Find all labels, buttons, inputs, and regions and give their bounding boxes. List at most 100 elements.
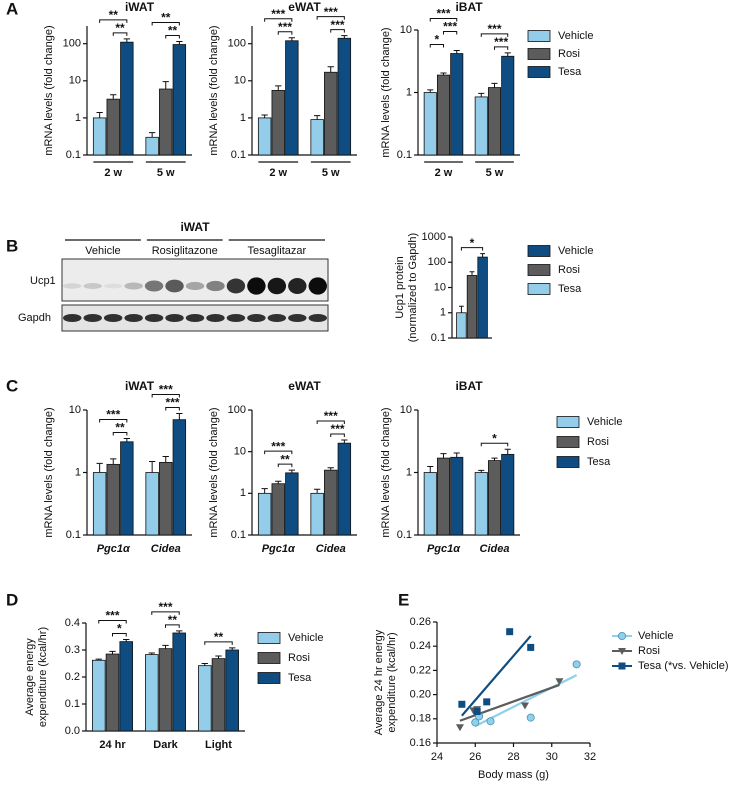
error-bar bbox=[229, 647, 236, 650]
bar bbox=[172, 419, 187, 536]
blot-row-label: Gapdh bbox=[18, 312, 51, 324]
point bbox=[555, 678, 564, 686]
error-bar bbox=[341, 35, 348, 39]
significance-label: *** bbox=[494, 35, 508, 49]
bar bbox=[172, 632, 186, 732]
bar bbox=[423, 92, 437, 156]
blot-title: iWAT bbox=[180, 220, 210, 234]
bar bbox=[158, 648, 173, 732]
error-bar bbox=[123, 437, 130, 442]
blot-band bbox=[124, 282, 143, 290]
significance-bracket bbox=[112, 32, 128, 36]
bar bbox=[92, 659, 106, 732]
y-tick-label: 0.1 bbox=[66, 529, 81, 541]
panel-letter: A bbox=[6, 0, 18, 18]
error-bar bbox=[341, 439, 348, 444]
legend-swatch bbox=[527, 30, 551, 42]
significance-bracket bbox=[165, 406, 180, 411]
bar bbox=[120, 41, 134, 156]
x-tick-label: 26 bbox=[469, 751, 481, 763]
legend-marker bbox=[618, 662, 626, 670]
significance-bracket bbox=[112, 431, 128, 436]
significance-bracket bbox=[98, 619, 127, 624]
legend-swatch bbox=[556, 456, 580, 468]
significance-label: *** bbox=[324, 409, 338, 423]
x-tick-label: 2 w bbox=[435, 167, 453, 179]
error-bar bbox=[491, 457, 498, 461]
y-tick-label: 0.1 bbox=[231, 149, 246, 161]
x-tick-label: 5 w bbox=[322, 167, 340, 179]
blot-band bbox=[103, 314, 123, 322]
x-tick-label: Cidea bbox=[151, 543, 181, 555]
legend-swatch bbox=[257, 672, 281, 684]
error-bar bbox=[440, 72, 447, 76]
y-axis-label: mRNA levels (fold change) bbox=[43, 407, 55, 537]
error-bar bbox=[327, 66, 334, 73]
chart-title: iWAT bbox=[125, 379, 155, 393]
error-bar bbox=[261, 114, 268, 118]
x-tick-label: Cidea bbox=[480, 543, 510, 555]
y-tick-label: 1 bbox=[75, 112, 81, 124]
significance-bracket bbox=[480, 33, 509, 37]
y-axis-label: mRNA levels (fold change) bbox=[43, 25, 55, 155]
y-tick-label: 0.2 bbox=[65, 671, 80, 683]
chart-title: iBAT bbox=[455, 379, 483, 393]
chart-title: eWAT bbox=[288, 379, 321, 393]
chart-title: iBAT bbox=[455, 0, 483, 14]
fit-line bbox=[461, 635, 532, 717]
legend-swatch bbox=[527, 283, 551, 295]
y-tick-label: 1 bbox=[406, 86, 412, 98]
bar bbox=[474, 472, 488, 536]
bar bbox=[211, 658, 226, 732]
bar bbox=[271, 90, 285, 156]
blot-band bbox=[206, 314, 225, 322]
significance-label: ** bbox=[280, 452, 290, 466]
legend-label: Rosi bbox=[288, 652, 310, 664]
blot-band bbox=[103, 283, 123, 289]
legend-label: Rosi bbox=[558, 264, 580, 276]
error-bar bbox=[469, 271, 475, 276]
y-axis-label: Average energy bbox=[24, 638, 36, 716]
bar bbox=[310, 492, 324, 536]
significance-bracket bbox=[277, 31, 293, 35]
legend-swatch bbox=[257, 652, 281, 664]
y-axis-label: mRNA levels (fold change) bbox=[208, 407, 220, 537]
legend-label: Rosi bbox=[558, 48, 580, 60]
bar bbox=[257, 492, 272, 536]
bar bbox=[456, 312, 467, 339]
y-tick-label: 0.1 bbox=[431, 332, 446, 344]
significance-label: ** bbox=[115, 421, 125, 435]
significance-label: ** bbox=[161, 11, 171, 25]
error-bar bbox=[162, 81, 169, 90]
x-tick-label: Light bbox=[205, 739, 232, 751]
legend-label: Vehicle bbox=[587, 416, 622, 428]
legend-swatch bbox=[556, 436, 580, 448]
bar bbox=[501, 453, 515, 536]
y-tick-label: 1000 bbox=[422, 231, 446, 243]
error-bar bbox=[95, 658, 102, 661]
significance-bracket bbox=[151, 393, 180, 398]
chart-title: eWAT bbox=[288, 0, 321, 14]
x-tick-label: 2 w bbox=[269, 167, 287, 179]
error-bar bbox=[149, 132, 156, 138]
legend-label: Tesa bbox=[288, 672, 312, 684]
bar bbox=[159, 462, 173, 536]
blot-band bbox=[206, 280, 225, 292]
legend-label: Rosi bbox=[587, 436, 609, 448]
significance-bracket bbox=[429, 43, 444, 48]
error-bar bbox=[453, 49, 460, 54]
error-bar bbox=[109, 650, 116, 655]
y-tick-label: 0.3 bbox=[65, 644, 80, 656]
y-axis-label: mRNA levels (fold change) bbox=[380, 27, 392, 157]
bar bbox=[474, 96, 488, 156]
bar bbox=[337, 37, 352, 156]
bar bbox=[450, 456, 464, 536]
significance-label: *** bbox=[159, 383, 173, 397]
significance-label: *** bbox=[271, 439, 285, 453]
legend-label: Tesa bbox=[558, 283, 582, 295]
blot-band bbox=[226, 314, 246, 322]
significance-bracket bbox=[443, 30, 458, 35]
significance-bracket bbox=[316, 16, 345, 20]
y-tick-label: 100 bbox=[63, 38, 81, 50]
